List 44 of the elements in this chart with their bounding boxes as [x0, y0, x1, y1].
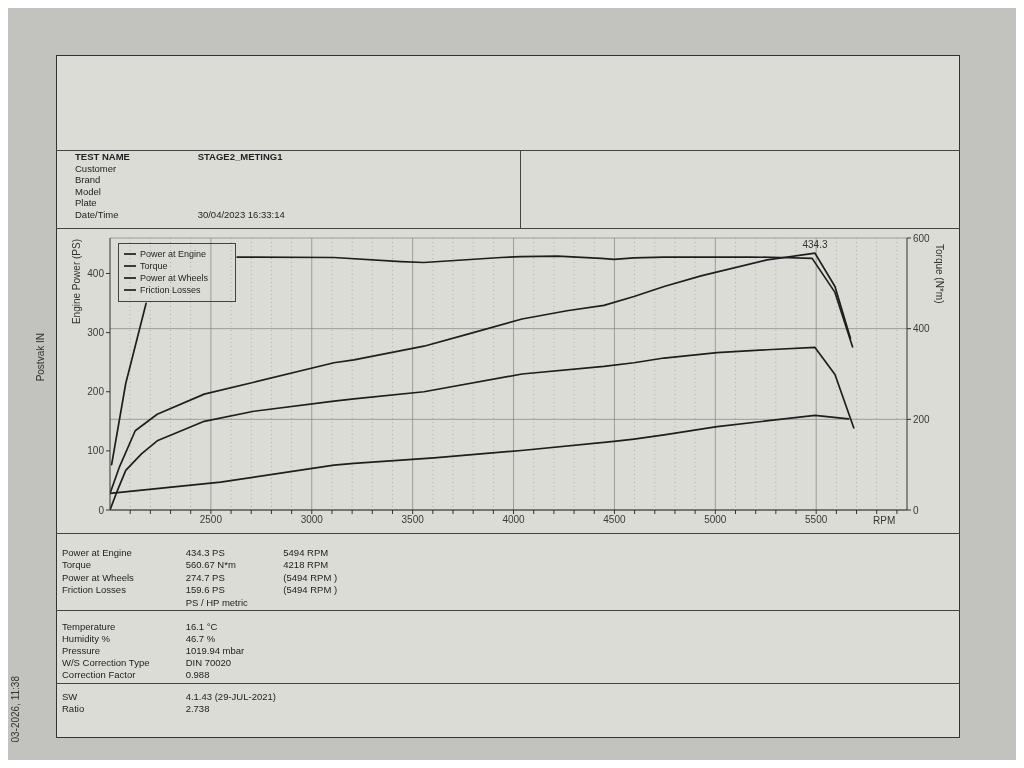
text: Ratio 2.738	[62, 703, 210, 714]
legend-label: Power at Engine	[140, 248, 207, 260]
text: Brand	[75, 174, 101, 186]
y2-tick-label: 600	[913, 232, 931, 244]
x-tick-label: 3000	[300, 514, 324, 526]
text: PS / HP metric	[185, 596, 248, 609]
text: Postvak IN	[35, 333, 46, 382]
legend-label: Power at Wheels	[140, 272, 209, 284]
y-tick-label: 200	[87, 386, 105, 398]
x-tick-label: 4500	[603, 514, 626, 526]
text: Pressure 1019.94 mbar	[62, 645, 245, 656]
text: W/S Correction Type DIN 70020	[62, 657, 232, 668]
y-tick-label: 300	[87, 327, 105, 339]
x-tick-label: 2500	[199, 514, 223, 526]
y2-tick-label: 0	[913, 504, 919, 516]
text: SW 4.1.43 (29-JUL-2021)	[62, 691, 276, 702]
y-axis-title: Engine Power (PS)	[71, 239, 82, 325]
x-tick-label: 5500	[805, 514, 828, 526]
y-tick-label: 0	[98, 504, 105, 516]
text: Power at Engine 434.3 PS 5494 RPM	[62, 547, 329, 558]
annotation: 434.3	[802, 239, 828, 251]
legend-label: Torque	[140, 260, 168, 272]
legend-label: Friction Losses	[140, 284, 201, 296]
text: Correction Factor 0.988	[62, 669, 210, 680]
text: Customer	[75, 162, 117, 175]
text: Model	[75, 185, 101, 198]
text: Temperature 16.1 °C	[62, 621, 218, 632]
x-tick-label: 3500	[401, 514, 425, 526]
y-tick-label: 400	[87, 268, 105, 280]
y2-tick-label: 200	[913, 413, 931, 425]
x-axis-title: RPM	[873, 515, 896, 527]
text: Friction Losses 159.6 PS (5494 RPM )	[62, 584, 338, 596]
text: Date/Time 30/04/2023 16:33:14	[75, 209, 285, 220]
x-tick-label: 5000	[704, 514, 727, 526]
x-tick-label: 4000	[502, 514, 526, 526]
text: Plate	[75, 197, 97, 209]
y2-axis-title: Torque (N*m)	[934, 244, 945, 304]
y-tick-label: 100	[87, 445, 105, 457]
text: Torque 560.67 N*m 4218 RPM	[62, 559, 329, 571]
y2-tick-label: 400	[913, 323, 931, 335]
text: 03-2026, 11:38	[10, 676, 21, 743]
text: Power at Wheels 274.7 PS (5494 RPM )	[62, 571, 338, 583]
text: TEST NAME STAGE2_METING1	[75, 151, 283, 162]
text: Humidity % 46.7 %	[62, 633, 216, 644]
